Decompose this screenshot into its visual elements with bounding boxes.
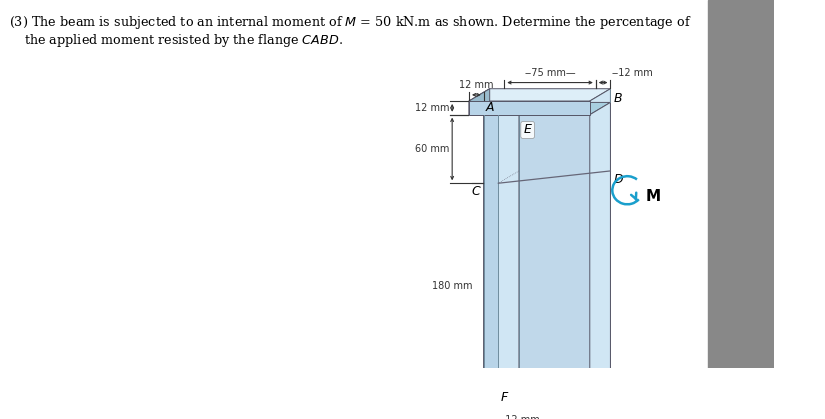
Polygon shape — [519, 102, 610, 376]
Polygon shape — [483, 115, 498, 389]
Polygon shape — [590, 102, 610, 389]
Polygon shape — [483, 102, 504, 389]
Polygon shape — [469, 89, 610, 101]
Text: 12 mm: 12 mm — [460, 80, 493, 91]
Polygon shape — [469, 89, 490, 115]
Polygon shape — [483, 389, 498, 403]
Polygon shape — [469, 102, 504, 115]
Text: ‒12 mm: ‒12 mm — [612, 68, 653, 78]
Polygon shape — [469, 89, 490, 389]
Text: $F$: $F$ — [500, 391, 510, 403]
Text: $D$: $D$ — [613, 173, 625, 186]
Text: ‒75 mm—: ‒75 mm— — [525, 68, 575, 78]
Polygon shape — [483, 376, 504, 403]
Text: 180 mm: 180 mm — [432, 281, 473, 291]
Text: $C$: $C$ — [471, 185, 482, 198]
Polygon shape — [469, 101, 590, 115]
Text: 12 mm: 12 mm — [415, 103, 450, 113]
Polygon shape — [483, 376, 519, 389]
Text: $A$: $A$ — [484, 101, 495, 114]
Polygon shape — [590, 89, 610, 115]
Text: ‒12 mm: ‒12 mm — [498, 415, 540, 419]
Polygon shape — [498, 102, 610, 115]
Text: the applied moment resisted by the flange $CABD$.: the applied moment resisted by the flang… — [25, 31, 343, 49]
Text: $B$: $B$ — [613, 92, 623, 105]
Polygon shape — [498, 102, 519, 389]
Text: $\mathbf{M}$: $\mathbf{M}$ — [645, 188, 661, 204]
Text: (3) The beam is subjected to an internal moment of $M$ = 50 kN.m as shown. Deter: (3) The beam is subjected to an internal… — [9, 14, 692, 31]
Text: 60 mm: 60 mm — [415, 144, 450, 154]
Bar — [709, 0, 774, 368]
Polygon shape — [498, 376, 519, 403]
Text: $E$: $E$ — [523, 124, 533, 137]
